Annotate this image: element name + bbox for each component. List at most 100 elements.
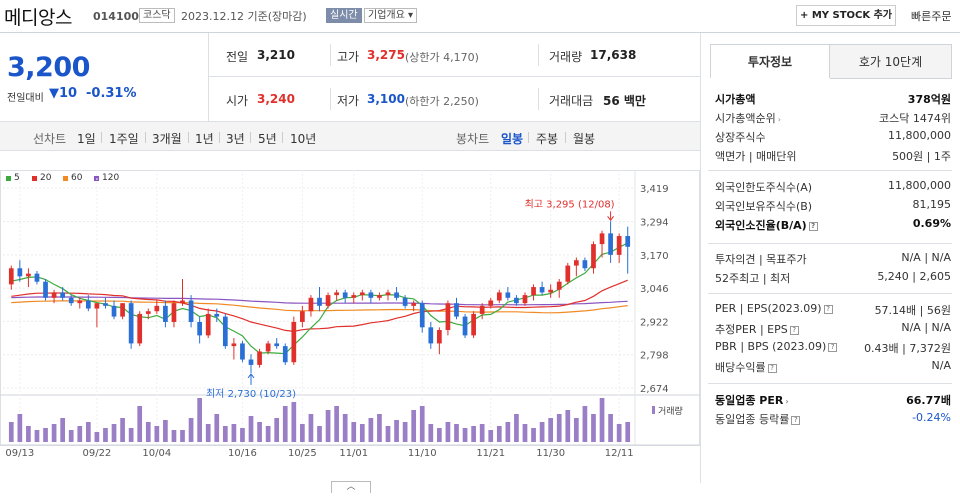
separator bbox=[219, 132, 220, 143]
open-label: 시가 bbox=[226, 94, 249, 108]
volume-bar bbox=[317, 426, 322, 442]
candle-body bbox=[60, 292, 66, 298]
change-percent: -0.31% bbox=[86, 86, 137, 101]
add-mystock-button[interactable]: + MY STOCK 추가 bbox=[796, 5, 896, 26]
tab-orderbook[interactable]: 호가 10단계 bbox=[829, 44, 952, 79]
volume-bar bbox=[419, 406, 425, 442]
legend-label: 20 bbox=[40, 173, 52, 183]
volume-bar bbox=[103, 428, 108, 442]
period-3y[interactable]: 3년 bbox=[226, 132, 245, 146]
x-tick-label: 09/22 bbox=[82, 448, 111, 459]
candle-body bbox=[8, 268, 14, 285]
info-row-value: 0.43배 | 7,372원 bbox=[864, 342, 951, 355]
info-row-label: 배당수익률? bbox=[715, 359, 777, 375]
candle-body bbox=[454, 303, 459, 317]
info-row-value: 378억원 bbox=[907, 93, 951, 106]
volume-bar bbox=[60, 418, 66, 442]
period-1y[interactable]: 1년 bbox=[195, 132, 214, 146]
period-1d[interactable]: 1일 bbox=[77, 132, 96, 146]
help-icon[interactable]: ? bbox=[791, 415, 801, 425]
period-1w[interactable]: 1주일 bbox=[109, 132, 139, 146]
tab-invest-info[interactable]: 투자정보 bbox=[710, 44, 830, 79]
candle-body bbox=[342, 292, 348, 298]
realtime-button[interactable]: 실시간 bbox=[326, 8, 362, 23]
volume-bar bbox=[471, 426, 476, 442]
help-icon[interactable]: ? bbox=[828, 342, 838, 352]
candle-weekly[interactable]: 주봉 bbox=[536, 132, 559, 146]
separator bbox=[101, 132, 102, 143]
price-chart[interactable]: 3,419 3,294 3,170 3,046 2,922 2,798 2,674 09/13… bbox=[0, 170, 700, 470]
volume-bar bbox=[300, 424, 305, 442]
legend-label: 60 bbox=[71, 173, 83, 183]
info-row-label: 외국인소진율(B/A)? bbox=[715, 217, 818, 233]
quick-order-link[interactable]: 빠른주문 bbox=[911, 10, 952, 23]
candle-body bbox=[154, 305, 160, 312]
amount-label: 거래대금 bbox=[549, 94, 594, 108]
volume-bar bbox=[308, 414, 314, 442]
legend-swatch bbox=[32, 175, 37, 181]
prev-close-value: 3,210 bbox=[257, 48, 295, 62]
volume-bar bbox=[163, 420, 168, 442]
candle-body bbox=[522, 295, 528, 304]
candle-body bbox=[111, 305, 117, 317]
candle-body bbox=[608, 233, 613, 255]
divider bbox=[208, 33, 209, 121]
volume-bar bbox=[591, 414, 596, 442]
info-row: 외국인한도주식수(A) 11,800,000 bbox=[715, 179, 951, 195]
info-row-label: 추정PER | EPS? bbox=[715, 321, 799, 337]
info-row-label: 투자의견 | 목표주가 bbox=[715, 253, 807, 266]
volume-bar bbox=[608, 414, 613, 442]
chevron-right-icon[interactable]: › bbox=[785, 397, 789, 406]
info-row-label: 상장주식수 bbox=[715, 131, 766, 144]
header-divider bbox=[0, 32, 960, 33]
help-icon[interactable]: ? bbox=[823, 304, 833, 314]
info-row-value: 0.69% bbox=[912, 217, 951, 230]
candle-body bbox=[51, 292, 57, 298]
divider bbox=[700, 33, 701, 483]
company-overview-dropdown[interactable]: 기업개요 ▾ bbox=[364, 8, 417, 23]
candle-daily[interactable]: 일봉 bbox=[501, 132, 524, 146]
info-row-value: 81,195 bbox=[912, 198, 952, 211]
candle-body bbox=[625, 236, 631, 247]
separator bbox=[188, 132, 189, 143]
volume-bar bbox=[291, 402, 297, 442]
period-5y[interactable]: 5년 bbox=[258, 132, 277, 146]
volume-bar bbox=[351, 422, 357, 442]
candle-body bbox=[205, 313, 211, 336]
info-row: 추정PER | EPS? N/A | N/A bbox=[715, 321, 951, 337]
period-10y[interactable]: 10년 bbox=[290, 132, 317, 146]
volume-bar bbox=[514, 414, 519, 442]
chevron-right-icon[interactable]: › bbox=[777, 115, 781, 124]
candle-body bbox=[222, 316, 228, 347]
candle-body bbox=[77, 300, 83, 304]
x-tick-label: 10/04 bbox=[142, 448, 171, 459]
candle-body bbox=[514, 297, 519, 304]
divider bbox=[538, 44, 539, 66]
info-row-label: 외국인보유주식수(B) bbox=[715, 200, 813, 213]
help-icon[interactable]: ? bbox=[808, 221, 818, 231]
x-tick-label: 11/01 bbox=[339, 448, 368, 459]
info-row-label: 시가총액순위 › bbox=[715, 112, 781, 125]
candle-monthly[interactable]: 월봉 bbox=[573, 132, 596, 146]
info-row: 시가총액순위 › 코스닥 1474위 bbox=[715, 110, 951, 126]
info-row: 동일업종 등락률? -0.24% bbox=[715, 411, 951, 427]
low-value: 3,100 bbox=[367, 92, 405, 106]
volume-bar bbox=[496, 426, 502, 442]
separator bbox=[250, 132, 251, 143]
volume-bar bbox=[565, 410, 571, 442]
help-icon[interactable]: ? bbox=[789, 325, 799, 335]
chart-toggle-button[interactable]: ︿ bbox=[331, 481, 371, 493]
x-tick-label: 10/16 bbox=[228, 448, 257, 459]
info-row-value: 57.14배 | 56원 bbox=[874, 304, 951, 317]
period-3m[interactable]: 3개월 bbox=[152, 132, 182, 146]
info-row-value: N/A | N/A bbox=[901, 321, 951, 334]
volume-bar bbox=[26, 426, 31, 442]
current-price: 3,200 bbox=[7, 52, 90, 83]
help-icon[interactable]: ? bbox=[767, 363, 777, 373]
candle-body bbox=[43, 281, 48, 298]
volume-bar bbox=[137, 406, 143, 442]
volume-bar bbox=[248, 416, 254, 442]
candle-body bbox=[505, 292, 511, 298]
candle-body bbox=[591, 244, 596, 269]
volume-bar bbox=[77, 426, 83, 442]
